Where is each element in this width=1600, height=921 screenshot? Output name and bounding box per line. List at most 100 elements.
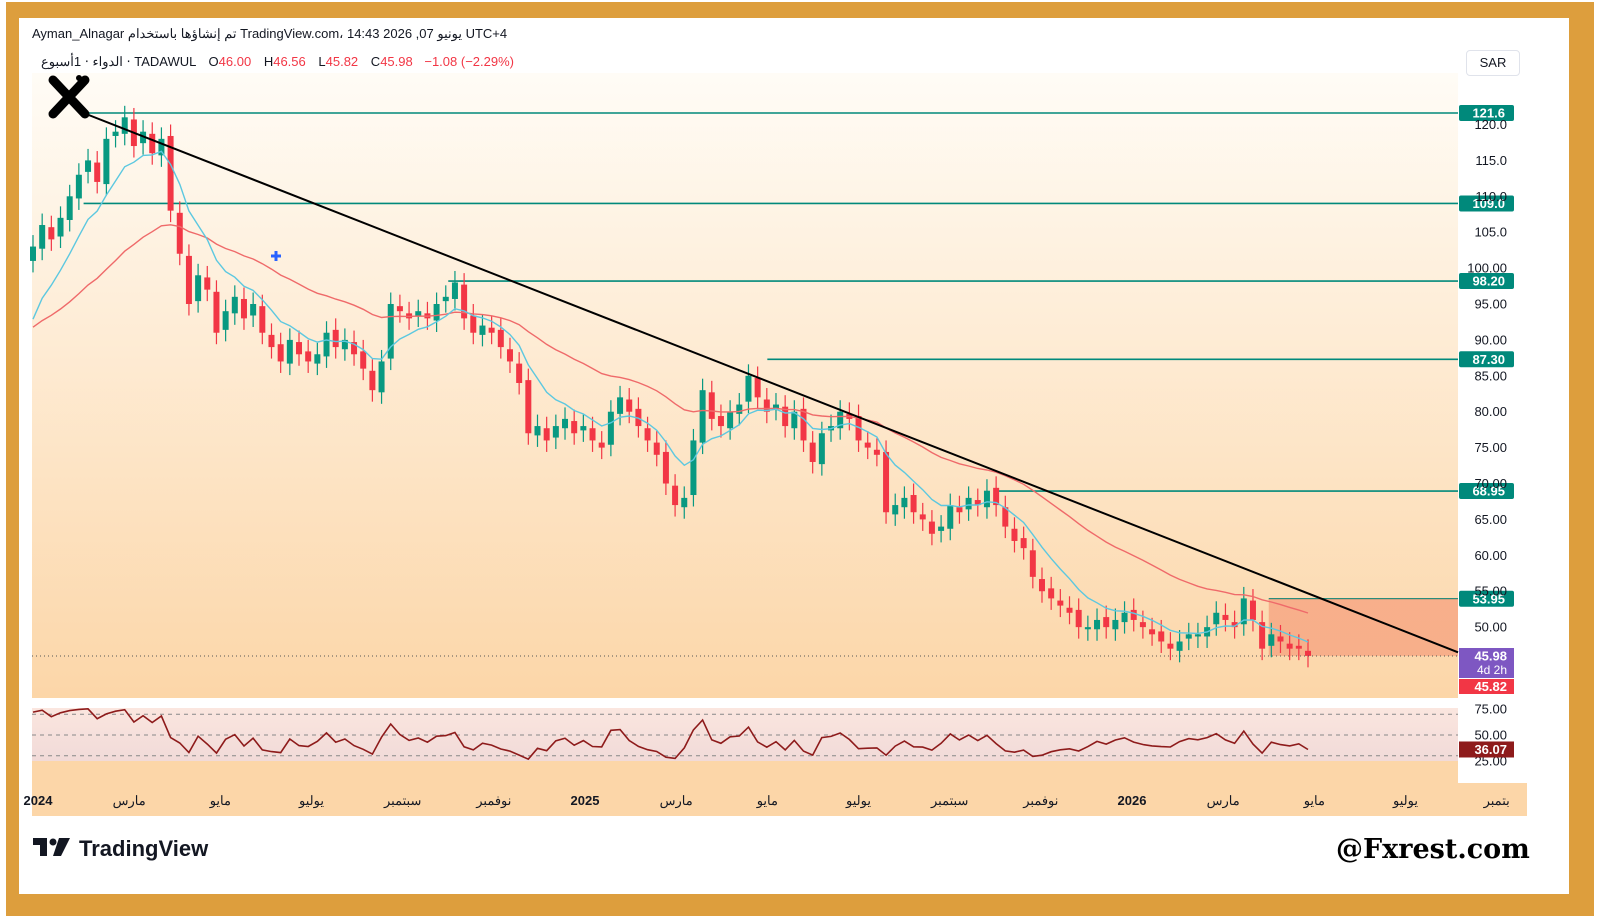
candle-body bbox=[415, 311, 422, 316]
candle-body bbox=[461, 284, 468, 319]
price-tick-label: 75.00 bbox=[1474, 440, 1507, 455]
current-price-label: 45.98 bbox=[1474, 649, 1507, 664]
candle-body bbox=[534, 426, 541, 436]
candle-body bbox=[1002, 507, 1009, 527]
candle-body bbox=[204, 277, 211, 290]
price-tick-label: 60.00 bbox=[1474, 548, 1507, 563]
candle-body bbox=[277, 344, 284, 362]
level-badge bbox=[1459, 105, 1514, 121]
candle-body bbox=[919, 514, 926, 520]
time-tick-label: يوليو bbox=[298, 793, 324, 809]
candle-body bbox=[451, 282, 458, 299]
candle-body bbox=[1011, 528, 1018, 541]
candle-body bbox=[387, 304, 394, 359]
candle-body bbox=[791, 411, 798, 429]
price-tick-label: 115.0 bbox=[1475, 153, 1507, 168]
time-tick-label: نوفمبر bbox=[1022, 793, 1058, 809]
symbol-title[interactable]: الدواء ‧ 1أسبوع ‧ TADAWUL bbox=[41, 54, 196, 69]
low-price-label: 45.82 bbox=[1474, 679, 1507, 694]
level-badge bbox=[1459, 590, 1514, 607]
candle-body bbox=[883, 451, 890, 513]
candle-body bbox=[974, 500, 981, 506]
candle-body bbox=[782, 406, 789, 427]
candle-body bbox=[1286, 643, 1293, 649]
candle-body bbox=[1194, 634, 1201, 637]
candle-body bbox=[1268, 634, 1275, 646]
candle-body bbox=[818, 433, 825, 465]
price-tick-label: 120.0 bbox=[1474, 117, 1507, 132]
time-tick-label: نوفمبر bbox=[475, 793, 511, 809]
candle-body bbox=[1020, 538, 1027, 549]
candle-body bbox=[1075, 609, 1082, 628]
candle-body bbox=[1185, 634, 1192, 639]
candle-body bbox=[213, 291, 220, 333]
candle-body bbox=[708, 392, 715, 419]
published-text: تم إنشاؤها باستخدام TradingView.com، يون… bbox=[127, 26, 508, 41]
level-label: 53.95 bbox=[1472, 591, 1505, 606]
time-tick-label: يوليو bbox=[1392, 793, 1418, 809]
candle-body bbox=[809, 442, 816, 462]
candle-body bbox=[763, 399, 770, 412]
candle-body bbox=[396, 306, 403, 312]
candle-body bbox=[993, 487, 1000, 506]
candle-body bbox=[332, 329, 339, 348]
price-tick-label: 100.00 bbox=[1467, 261, 1507, 276]
ema-slow-line bbox=[32, 224, 1309, 614]
candle-body bbox=[607, 411, 614, 445]
time-tick-label: سبتمبر bbox=[930, 793, 968, 809]
candle-body bbox=[901, 497, 908, 508]
candle-body bbox=[231, 296, 238, 314]
chart-panel: Ayman_Alnagar تم إنشاؤها باستخدام Tradin… bbox=[19, 18, 1569, 894]
current-price-badge bbox=[1459, 648, 1514, 678]
candle-body bbox=[562, 418, 569, 429]
close-label: C bbox=[370, 54, 381, 69]
bar-countdown-label: 4d 2h bbox=[1477, 663, 1507, 677]
time-tick-label: مايو bbox=[1303, 793, 1325, 809]
candle-body bbox=[1213, 612, 1220, 625]
candle-body bbox=[552, 426, 559, 438]
candle-body bbox=[479, 325, 486, 335]
candle-body bbox=[305, 351, 312, 362]
low-label: L bbox=[318, 54, 326, 69]
level-label: 98.20 bbox=[1472, 274, 1505, 289]
currency-button[interactable]: SAR bbox=[1466, 50, 1520, 76]
candle-body bbox=[158, 138, 165, 156]
candle-body bbox=[589, 428, 596, 441]
time-tick-label: يوليو bbox=[845, 793, 871, 809]
candle-body bbox=[30, 246, 36, 261]
level-label: 121.6 bbox=[1472, 106, 1505, 121]
change-value: −1.08 (−2.29%) bbox=[424, 54, 514, 69]
candle-body bbox=[103, 138, 110, 185]
open-value: 46.00 bbox=[218, 54, 252, 69]
rsi-lower-background bbox=[32, 761, 1458, 783]
candle-body bbox=[1295, 645, 1302, 649]
watermark-text: @Fxrest.com bbox=[1336, 834, 1530, 865]
tradingview-brand[interactable]: TradingView bbox=[33, 836, 208, 862]
candle-body bbox=[644, 428, 651, 441]
ema-fast-line bbox=[32, 150, 1309, 643]
candle-body bbox=[286, 339, 293, 364]
candle-body bbox=[240, 298, 247, 319]
price-tick-label: 70.00 bbox=[1474, 476, 1507, 491]
author-name[interactable]: Ayman_Alnagar bbox=[32, 26, 125, 41]
price-tick-label: 105.0 bbox=[1474, 225, 1507, 240]
candle-body bbox=[837, 411, 844, 429]
candle-body bbox=[754, 377, 761, 398]
time-tick-label: مارس bbox=[1207, 793, 1240, 809]
candle-body bbox=[745, 375, 752, 402]
price-chart[interactable]: 121.6 109.0 98.20 87.30 68.95 53.95 75.00 50.0… bbox=[19, 18, 1569, 818]
candle-body bbox=[855, 416, 862, 441]
high-value: 46.56 bbox=[273, 54, 306, 69]
candle-body bbox=[1094, 619, 1101, 630]
rsi-value-label: 36.07 bbox=[1474, 742, 1507, 757]
candle-body bbox=[149, 133, 156, 154]
price-tick-label: 80.00 bbox=[1474, 404, 1507, 419]
ohlc-legend: الدواء ‧ 1أسبوع ‧ TADAWUL O46.00 H46.56 … bbox=[41, 54, 514, 70]
time-tick-label: 2025 bbox=[571, 793, 600, 808]
candle-body bbox=[1038, 579, 1045, 592]
candle-body bbox=[1259, 622, 1266, 649]
candle-body bbox=[167, 135, 174, 211]
candle-body bbox=[341, 339, 348, 350]
candle-body bbox=[1066, 607, 1073, 613]
candle-body bbox=[470, 315, 477, 333]
